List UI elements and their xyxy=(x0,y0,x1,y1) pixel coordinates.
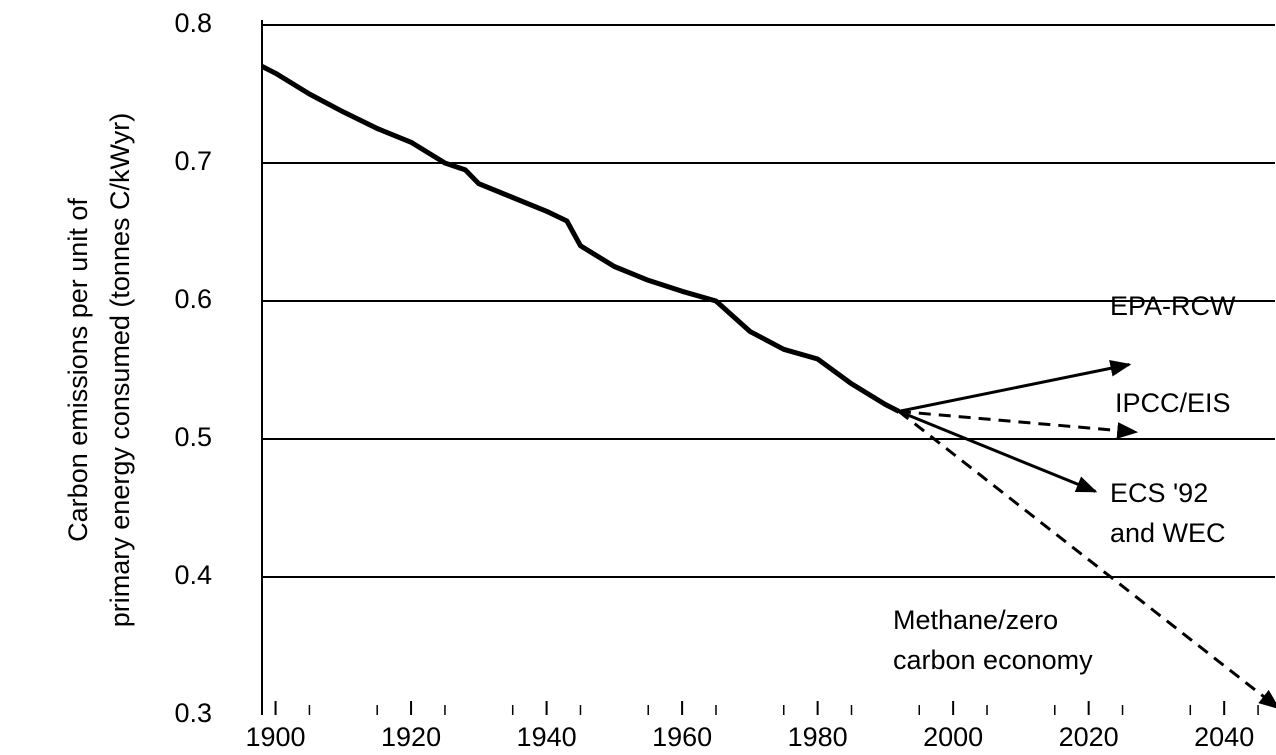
scenario-line xyxy=(898,409,1139,439)
y-tick-label: 0.6 xyxy=(174,284,212,314)
x-tick-label: 2000 xyxy=(923,722,983,752)
scenario-label: IPCC/EIS xyxy=(1115,388,1231,418)
y-tick-label: 0.7 xyxy=(174,146,212,176)
scenario-line xyxy=(897,410,1276,710)
y-tick-label: 0.4 xyxy=(174,560,212,590)
y-axis-label: primary energy consumed (tonnes C/kWyr) xyxy=(105,113,135,627)
scenario-label: EPA-RCW xyxy=(1110,291,1236,321)
scenario-line xyxy=(898,360,1132,413)
x-tick-label: 1920 xyxy=(381,722,441,752)
y-tick-label: 0.3 xyxy=(174,698,212,728)
x-tick-label: 1900 xyxy=(246,722,306,752)
scenario-label: ECS '92 xyxy=(1110,478,1208,508)
scenario-label: Methane/zero xyxy=(893,605,1058,635)
y-tick-label: 0.5 xyxy=(174,422,212,452)
scenario-label: and WEC xyxy=(1110,518,1226,548)
x-tick-label: 2040 xyxy=(1194,722,1254,752)
x-tick-label: 1960 xyxy=(652,722,712,752)
x-tick-label: 2020 xyxy=(1059,722,1119,752)
x-tick-label: 1980 xyxy=(788,722,848,752)
x-tick-label: 1940 xyxy=(517,722,577,752)
y-axis-label: Carbon emissions per unit of xyxy=(63,198,93,542)
scenario-line xyxy=(898,410,1098,493)
history-line xyxy=(260,64,901,414)
scenario-label: carbon economy xyxy=(893,645,1093,675)
y-tick-label: 0.8 xyxy=(174,8,212,38)
